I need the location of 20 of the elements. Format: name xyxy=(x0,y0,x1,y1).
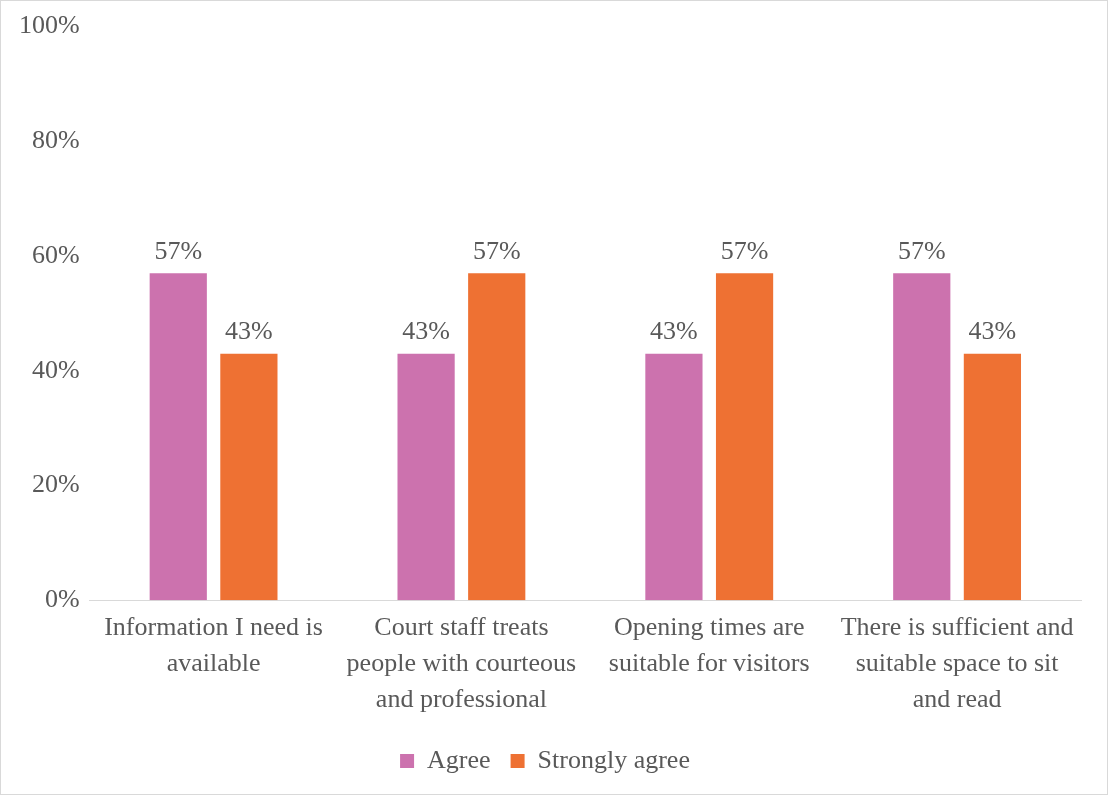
y-tick-label: 80% xyxy=(31,125,80,155)
data-label: 57% xyxy=(154,236,203,266)
x-tick-label: Information I need is available xyxy=(104,612,323,678)
x-tick-label: Court staff treats people with courteous and professional xyxy=(346,612,577,713)
data-label: 43% xyxy=(650,316,698,346)
x-tick-label: Opening times are suitable for visitors xyxy=(608,612,810,678)
data-label: 57% xyxy=(472,236,521,266)
y-tick-label: 100% xyxy=(18,10,80,40)
data-label: 43% xyxy=(968,316,1017,346)
data-label: 43% xyxy=(225,316,273,346)
data-label: 43% xyxy=(402,316,450,346)
legend-label: Agree xyxy=(427,744,491,774)
data-label: 57% xyxy=(897,236,946,266)
legend-label: Strongly agree xyxy=(537,744,690,774)
y-tick-label: 20% xyxy=(31,469,80,499)
x-tick-label: There is sufficient and suitable space to sit and read xyxy=(840,612,1074,713)
data-label: 57% xyxy=(720,236,769,266)
y-tick-label: 0% xyxy=(44,584,80,614)
y-tick-label: 60% xyxy=(31,239,80,269)
y-tick-label: 40% xyxy=(31,354,80,384)
